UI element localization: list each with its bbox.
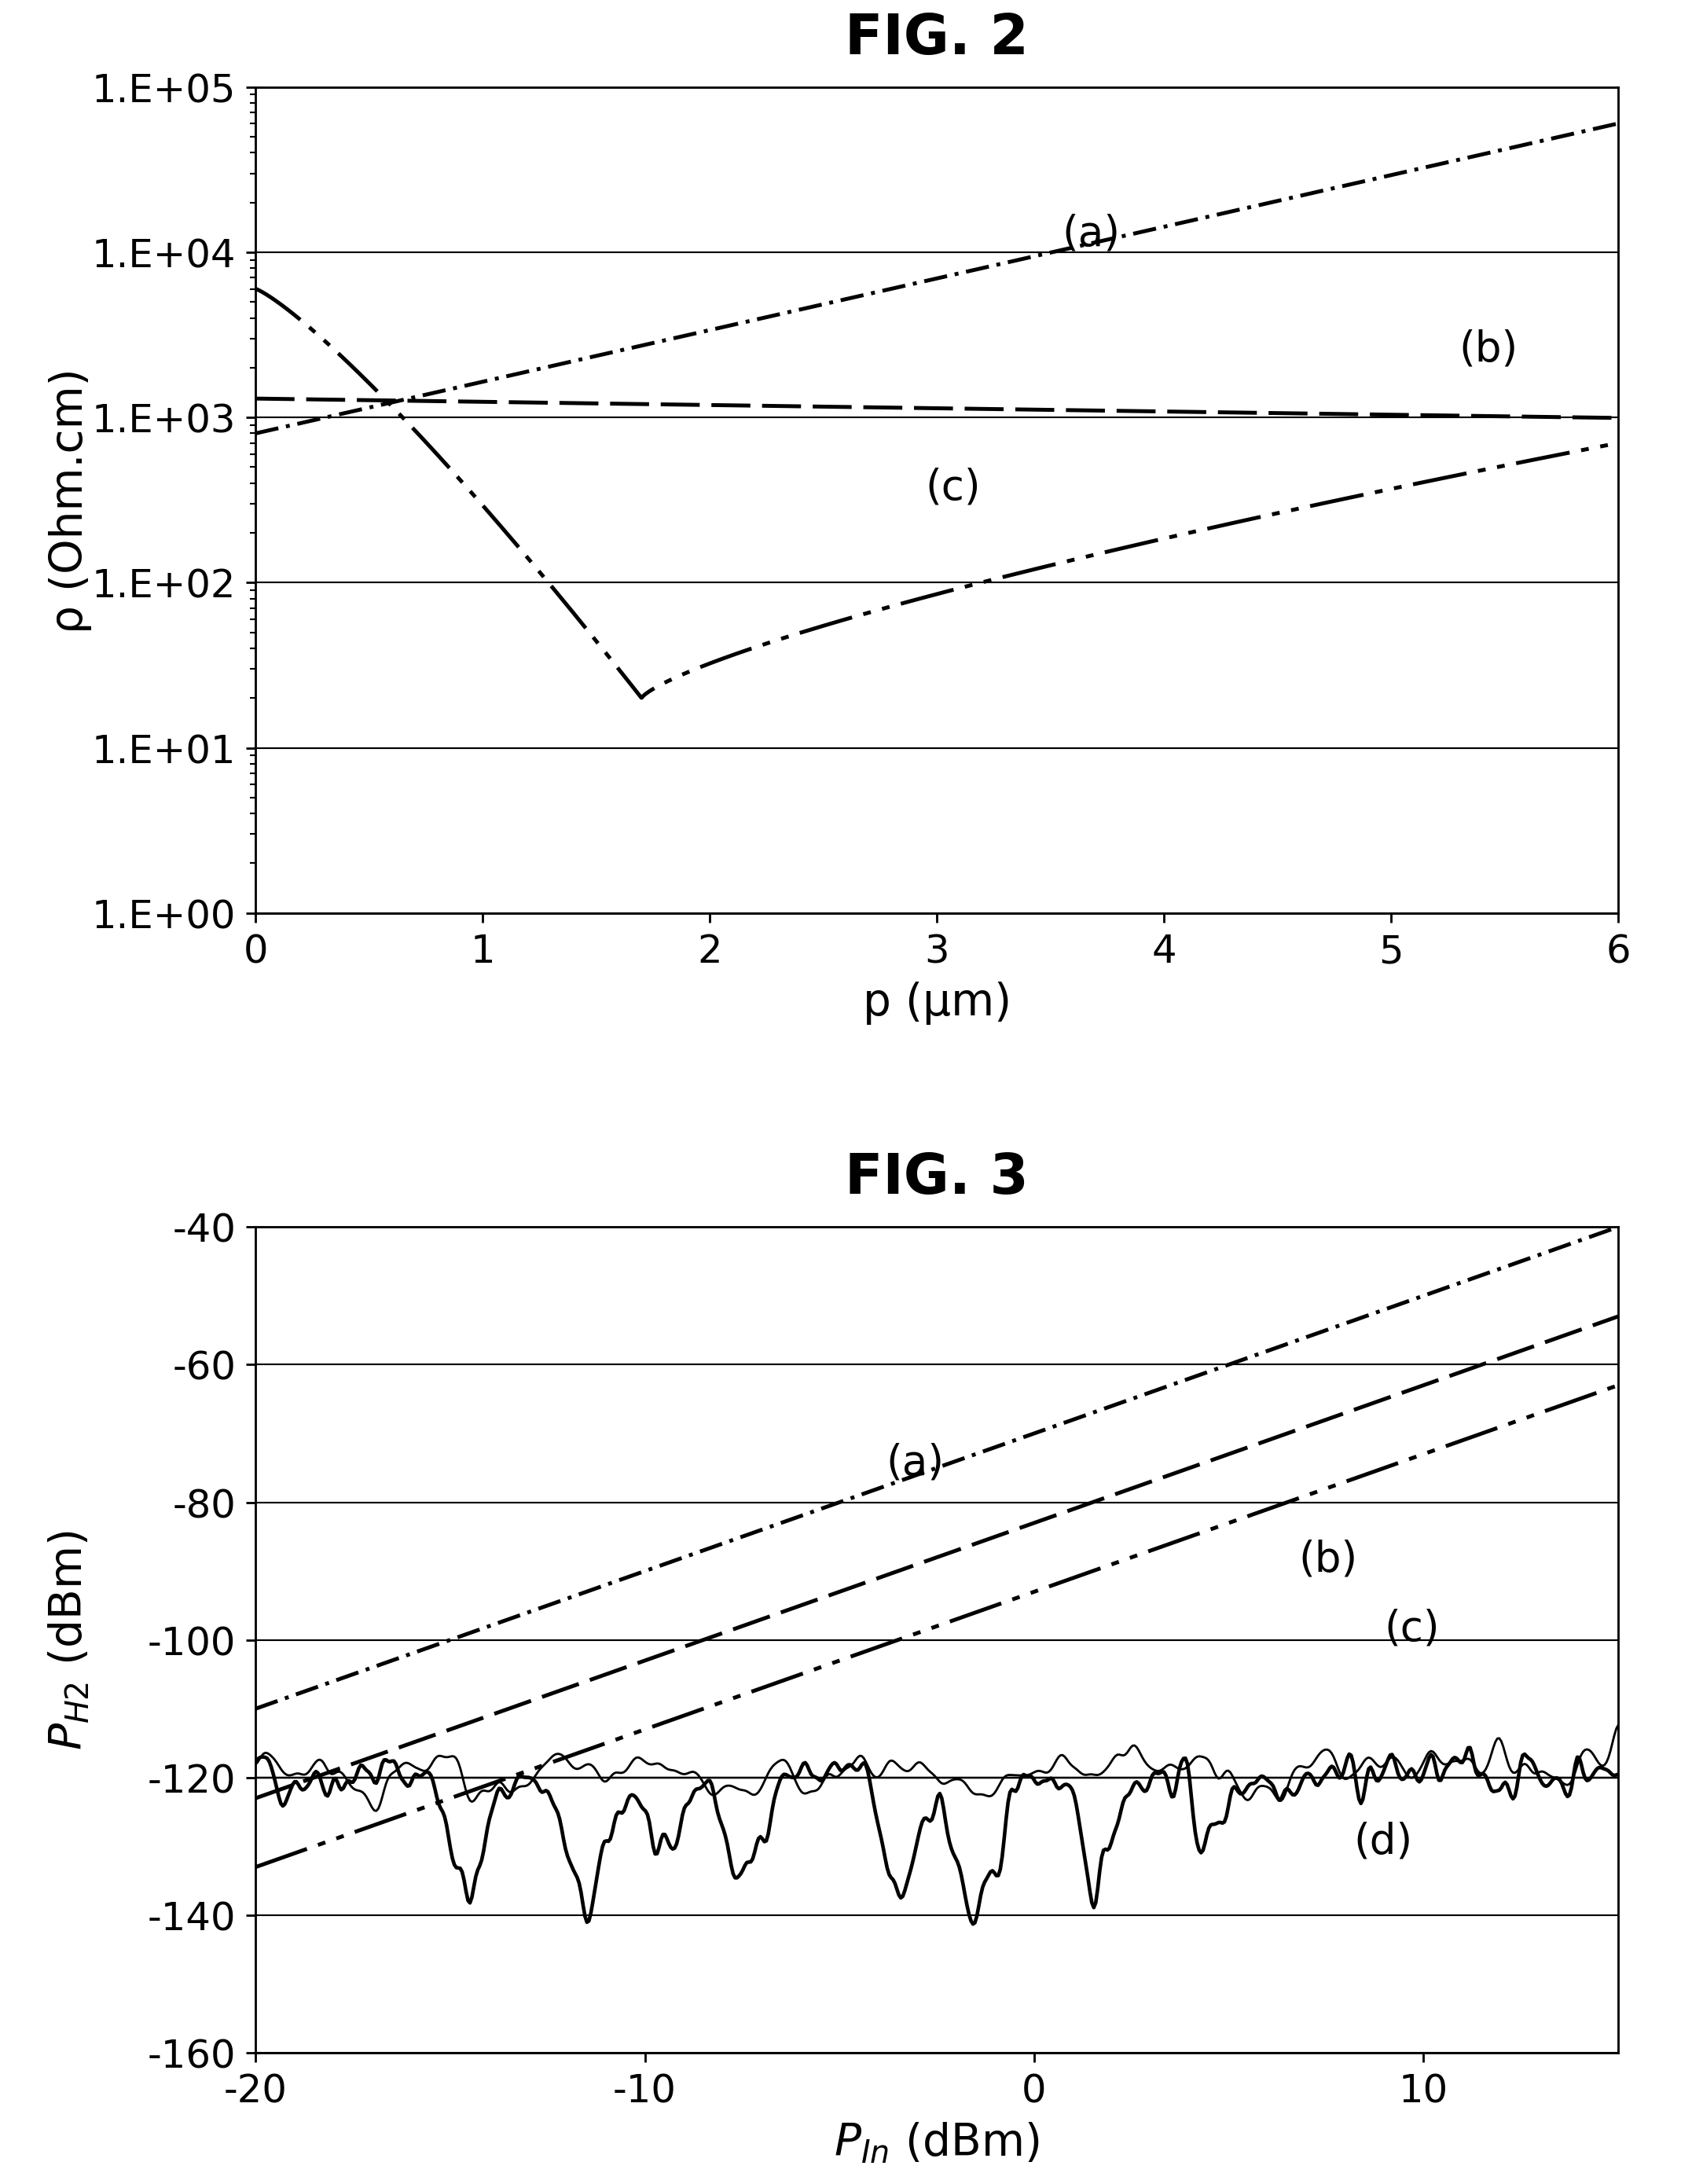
Y-axis label: $P_{H2}$ (dBm): $P_{H2}$ (dBm) [48,1531,92,1749]
Y-axis label: ρ (Ohm.cm): ρ (Ohm.cm) [49,367,92,633]
Title: FIG. 2: FIG. 2 [845,11,1029,66]
X-axis label: p (μm): p (μm) [862,981,1012,1024]
Text: (b): (b) [1299,1540,1357,1579]
X-axis label: $P_{In}$ (dBm): $P_{In}$ (dBm) [834,2121,1039,2167]
Text: (d): (d) [1354,1821,1412,1863]
Text: (a): (a) [886,1444,943,1483]
Text: (c): (c) [1385,1607,1439,1649]
Title: FIG. 3: FIG. 3 [845,1151,1029,1206]
Text: (b): (b) [1459,330,1517,369]
Text: (c): (c) [925,467,981,509]
Text: (a): (a) [1061,214,1121,253]
